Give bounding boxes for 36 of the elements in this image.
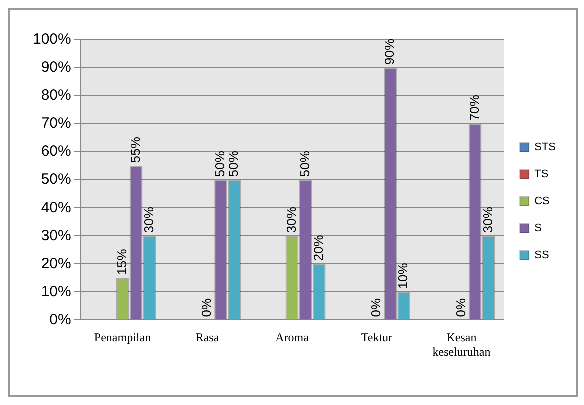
data-label: 30% [141, 206, 156, 234]
y-tick-label: 80% [41, 87, 72, 104]
data-label: 0% [368, 298, 384, 318]
data-label: 70% [466, 94, 482, 122]
data-label: 90% [382, 38, 398, 66]
x-tick-label: Kesan keseluruhan [432, 330, 491, 359]
data-label: 10% [396, 262, 411, 290]
x-tick-label: Rasa [196, 330, 220, 345]
y-tick-label: 0% [50, 311, 72, 328]
y-tick-label: 10% [41, 283, 72, 300]
data-label: 55% [128, 136, 143, 164]
data-label: 30% [284, 206, 299, 234]
y-tick-label: 100% [32, 31, 72, 48]
data-label: 15% [114, 248, 130, 276]
data-label: 50% [226, 150, 242, 178]
legend-label: TS [534, 168, 549, 181]
y-tick-label: 70% [41, 115, 72, 132]
legend-label: CS [534, 196, 550, 208]
x-tick-label: Tektur [361, 330, 393, 345]
legend-label: SS [534, 250, 550, 262]
legend-label: S [534, 222, 542, 235]
data-label: 0% [199, 298, 214, 318]
y-tick-label: 20% [41, 255, 72, 272]
y-tick-label: 40% [41, 199, 72, 216]
y-tick-label: 50% [41, 171, 72, 188]
data-label: 30% [480, 206, 496, 234]
y-tick-label: 60% [41, 143, 72, 160]
legend-label: STS [534, 142, 556, 154]
x-tick-label: Penampilan [94, 330, 152, 345]
data-label: 0% [453, 298, 468, 318]
data-label: 50% [212, 150, 228, 178]
y-tick-label: 90% [41, 59, 72, 76]
x-tick-label: Aroma [276, 330, 310, 345]
data-label: 50% [297, 150, 312, 178]
y-tick-label: 30% [41, 227, 72, 244]
data-label: 20% [310, 234, 326, 262]
